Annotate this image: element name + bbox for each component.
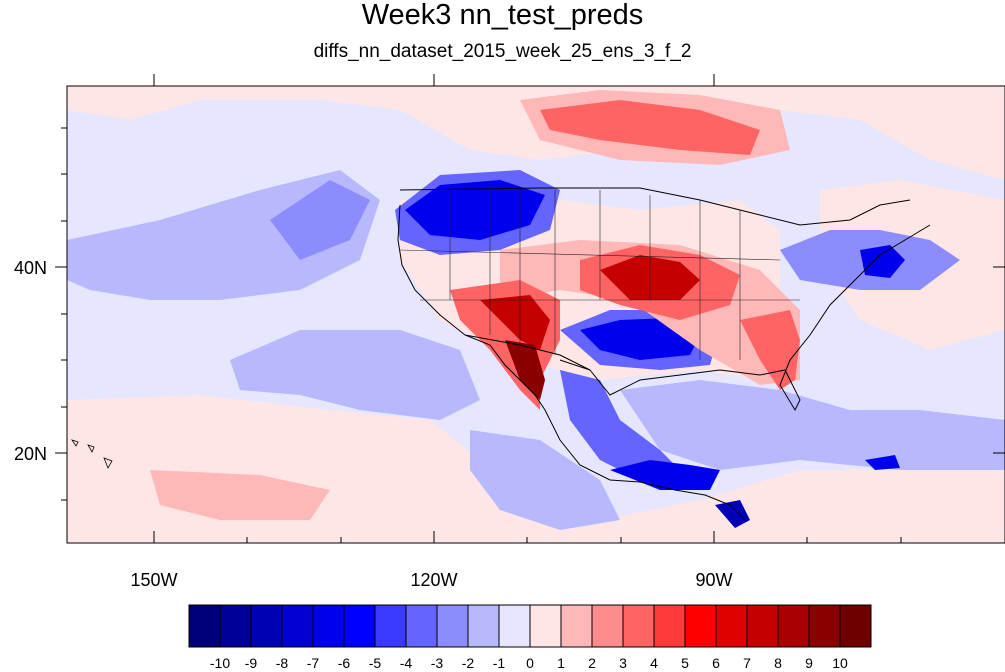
coast-north-america xyxy=(397,204,746,521)
colorbar-label: -6 xyxy=(338,655,351,671)
colorbar-label: -3 xyxy=(431,655,444,671)
colorbar-label: 4 xyxy=(650,655,658,671)
field-deep-blue-caribbean xyxy=(865,455,900,470)
colorbar-swatch xyxy=(653,604,686,648)
field-pink-southpac xyxy=(150,470,330,520)
us-mexico-border xyxy=(464,334,591,371)
colorbar-label: -1 xyxy=(493,655,506,671)
colorbar-swatch xyxy=(405,604,438,648)
field-deep-blue-mexico xyxy=(610,460,720,490)
colorbar-label: 1 xyxy=(557,655,565,671)
colorbar-label: 2 xyxy=(588,655,596,671)
field-light-blue-eastpac xyxy=(470,430,620,530)
page-title: Week3 nn_test_preds xyxy=(361,0,644,31)
coast-gulf xyxy=(559,224,931,412)
colorbar-label: -9 xyxy=(245,655,258,671)
field-red-canada xyxy=(540,100,760,155)
colorbar-label: -2 xyxy=(462,655,475,671)
colorbar-label: 0 xyxy=(526,655,534,671)
colorbar-label: -7 xyxy=(307,655,320,671)
field-light-blue-subtropic xyxy=(230,330,480,420)
islands-hawaii xyxy=(71,439,113,469)
state-line-9 xyxy=(399,249,781,261)
colorbar-swatch xyxy=(560,604,593,648)
colorbar-label: 8 xyxy=(774,655,782,671)
field-deep-red-southwest xyxy=(480,295,550,350)
colorbar-swatch xyxy=(250,604,283,648)
colorbar-swatch xyxy=(436,604,469,648)
colorbar-swatch xyxy=(467,604,500,648)
island-3 xyxy=(103,457,113,469)
colorbar-swatch xyxy=(374,604,407,648)
lon-label-120w: 120W xyxy=(410,570,457,590)
coastlines xyxy=(397,187,931,521)
colorbar-swatch xyxy=(777,604,810,648)
field-light-blue-gulf xyxy=(620,380,1005,470)
colorbar-swatch xyxy=(498,604,531,648)
colorbar-swatch xyxy=(808,604,841,648)
field-deep-blue-northeast xyxy=(860,245,905,278)
island-1 xyxy=(71,439,79,447)
colorbar-label: 5 xyxy=(681,655,689,671)
colorbar-swatch xyxy=(188,604,221,648)
colorbar-label: -8 xyxy=(276,655,289,671)
colorbar-swatch xyxy=(281,604,314,648)
colorbar-label: 6 xyxy=(712,655,720,671)
colorbar-swatch xyxy=(684,604,717,648)
colorbar-label: 3 xyxy=(619,655,627,671)
field-blue-pacific xyxy=(270,180,370,260)
colorbar-swatch xyxy=(622,604,655,648)
lon-label-90w: 90W xyxy=(695,570,732,590)
colorbar-swatch xyxy=(219,604,252,648)
lon-label-150w: 150W xyxy=(130,570,177,590)
axis-ticks xyxy=(55,74,1005,543)
field-darkest-blue-central-america xyxy=(715,500,750,528)
colorbar-swatch xyxy=(715,604,748,648)
anomaly-field xyxy=(67,86,1005,543)
lat-label-40n: 40N xyxy=(14,258,47,278)
colorbar-swatch xyxy=(529,604,562,648)
colorbar-label: 10 xyxy=(832,655,848,671)
colorbar-swatch xyxy=(746,604,779,648)
field-blue-mexico xyxy=(560,370,680,480)
field-deep-blue-northwest xyxy=(405,180,545,240)
colorbar: -10 -9 -8 -7 -6 -5 -4 -3 -2 -1 0 1 2 3 4 5 6 7 8 9 10 xyxy=(188,604,872,671)
colorbar-label: 9 xyxy=(805,655,813,671)
colorbar-swatch xyxy=(343,604,376,648)
colorbar-swatch xyxy=(312,604,345,648)
state-lines xyxy=(399,190,800,360)
colorbar-swatch xyxy=(591,604,624,648)
colorbar-swatch xyxy=(839,604,872,648)
island-2 xyxy=(87,444,95,453)
colorbar-label: 7 xyxy=(743,655,751,671)
page-subtitle: diffs_nn_dataset_2015_week_25_ens_3_f_2 xyxy=(313,41,692,62)
field-darkest-red-baja xyxy=(505,340,545,400)
colorbar-label: -4 xyxy=(400,655,413,671)
colorbar-label: -5 xyxy=(369,655,382,671)
colorbar-label: -10 xyxy=(210,655,230,671)
us-canada-border xyxy=(399,187,911,226)
lat-label-20n: 20N xyxy=(14,444,47,464)
